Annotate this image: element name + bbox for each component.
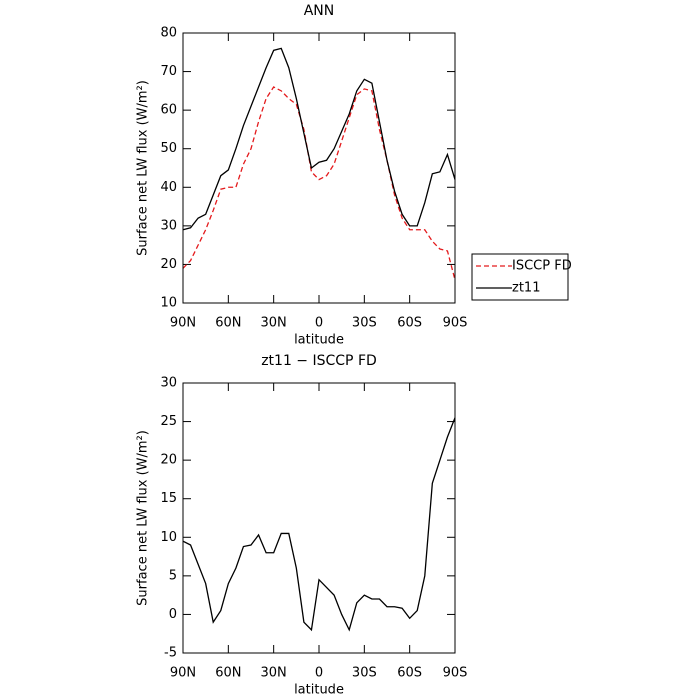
y-tick-label: 40 [160, 180, 177, 195]
y-tick-label: 30 [160, 218, 177, 233]
y-tick-label: 20 [160, 453, 177, 468]
chart-title: zt11 − ISCCP FD [261, 353, 377, 369]
y-axis-label: Surface net LW flux (W/m²) [136, 80, 151, 256]
legend-label: zt11 [512, 281, 540, 296]
chart-title: ANN [304, 3, 335, 19]
x-tick-label: 0 [315, 666, 323, 681]
y-tick-label: 15 [160, 491, 177, 506]
x-tick-label: 60S [397, 316, 422, 331]
x-tick-label: 90S [443, 316, 468, 331]
y-tick-label: 70 [160, 64, 177, 79]
y-tick-label: 10 [160, 296, 177, 311]
x-tick-label: 90S [443, 666, 468, 681]
legend-box [471, 253, 569, 301]
x-tick-label: 30N [261, 316, 287, 331]
x-axis-label: latitude [294, 683, 344, 698]
y-tick-label: 5 [169, 568, 177, 583]
data-line [182, 47, 456, 231]
data-line [182, 417, 456, 632]
x-tick-label: 60S [397, 666, 422, 681]
plot-frame [182, 32, 456, 304]
x-tick-label: 60N [215, 316, 241, 331]
legend-label: ISCCP FD [512, 259, 572, 274]
y-tick-label: 20 [160, 257, 177, 272]
y-tick-label: 80 [160, 26, 177, 41]
data-line [182, 86, 456, 281]
y-tick-label: 10 [160, 530, 177, 545]
y-tick-label: 30 [160, 376, 177, 391]
x-tick-label: 60N [215, 666, 241, 681]
y-tick-label: 60 [160, 103, 177, 118]
y-tick-label: 25 [160, 414, 177, 429]
x-tick-label: 30N [261, 666, 287, 681]
x-tick-label: 30S [352, 666, 377, 681]
y-tick-label: 50 [160, 141, 177, 156]
x-tick-label: 0 [315, 316, 323, 331]
x-tick-label: 90N [170, 316, 196, 331]
y-axis-label: Surface net LW flux (W/m²) [136, 430, 151, 606]
x-tick-label: 30S [352, 316, 377, 331]
y-tick-label: 0 [169, 607, 177, 622]
x-tick-label: 90N [170, 666, 196, 681]
y-tick-label: -5 [164, 646, 177, 661]
plot-frame [182, 382, 456, 654]
x-axis-label: latitude [294, 333, 344, 348]
